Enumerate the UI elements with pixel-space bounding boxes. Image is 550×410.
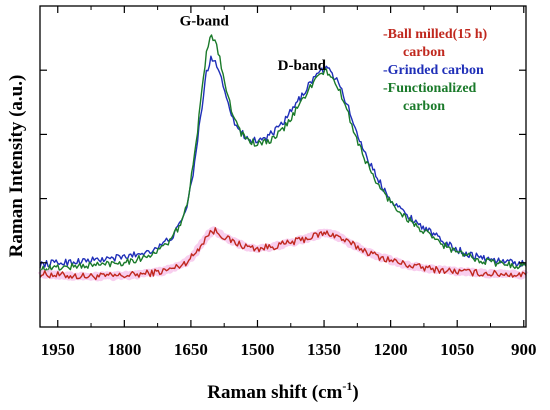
band-annotation-0: G-band: [180, 13, 230, 29]
x-tick-label-1350: 1350: [307, 340, 341, 359]
x-tick-label-1800: 1800: [107, 340, 141, 359]
band-annotation-1: D-band: [278, 58, 327, 74]
annotation-layer: G-band D-band: [180, 13, 327, 74]
legend-entry-2-line-1: carbon: [403, 99, 445, 114]
x-axis-title: Raman shift (cm-1): [207, 379, 358, 403]
x-tick-label-900: 900: [511, 340, 537, 359]
x-axis-title-end: ): [352, 382, 358, 403]
legend-entry-0-line-0: -Ball milled(15 h): [383, 27, 488, 42]
series-line-2: [39, 34, 527, 273]
series-line-0: [39, 227, 527, 281]
legend-entry-1-line-0: -Grinded carbon: [383, 63, 484, 78]
x-axis-title-main: Raman shift (cm: [207, 382, 342, 403]
x-tick-label-1650: 1650: [174, 340, 208, 359]
legend-entry-2-line-0: -Functionalized: [383, 81, 477, 96]
series-line-1: [39, 55, 527, 268]
x-tick-label-1950: 1950: [41, 340, 75, 359]
x-axis-title-superscript: -1: [342, 379, 352, 393]
tick-layer: 1950 1800 1650 1500 1350 1200 1050 900: [40, 6, 537, 359]
plot-frame: [39, 5, 527, 328]
x-tick-label-1050: 1050: [440, 340, 474, 359]
x-tick-label-1500: 1500: [240, 340, 274, 359]
legend-entry-0-line-1: carbon: [403, 45, 445, 60]
legend: -Ball milled(15 h) carbon -Grinded carbon -…: [383, 27, 488, 114]
x-tick-label-1200: 1200: [374, 340, 408, 359]
series-layer: [37, 34, 529, 282]
y-axis-title: Raman Intensity (a.u.): [6, 75, 27, 258]
